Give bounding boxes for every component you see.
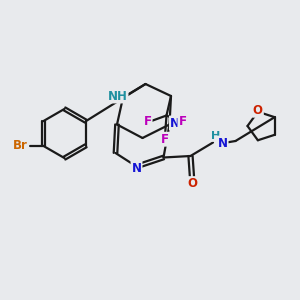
Text: N: N	[218, 136, 228, 150]
Text: H: H	[212, 131, 220, 141]
Text: F: F	[161, 133, 169, 146]
Text: N: N	[170, 116, 180, 130]
Text: Br: Br	[13, 139, 28, 152]
Text: F: F	[144, 115, 152, 128]
Text: NH: NH	[108, 89, 127, 103]
Text: F: F	[178, 115, 186, 128]
Text: O: O	[253, 104, 263, 117]
Text: N: N	[131, 161, 142, 175]
Text: O: O	[187, 177, 197, 190]
